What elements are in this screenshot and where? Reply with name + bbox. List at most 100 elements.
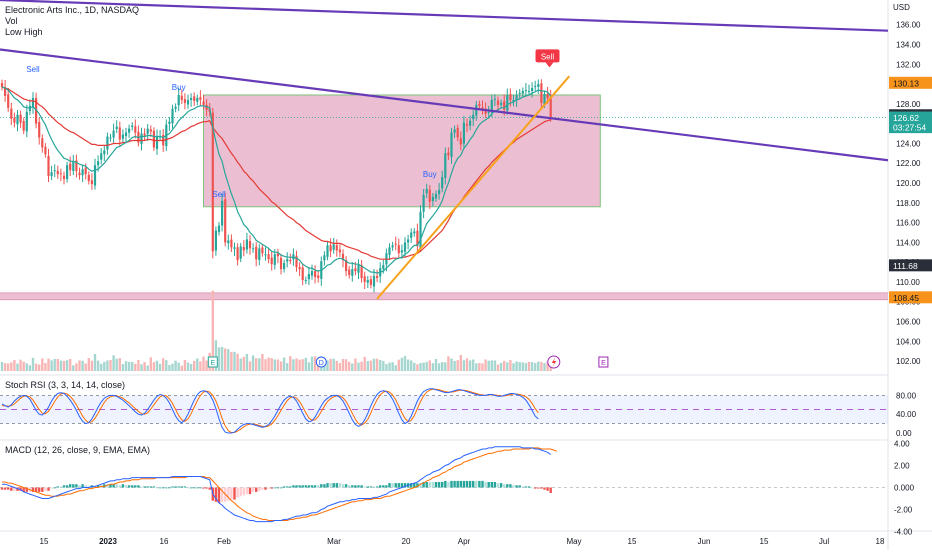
- candle-body: [543, 93, 546, 105]
- candle-body: [112, 130, 115, 138]
- macd-histogram-bar: [499, 483, 503, 488]
- volume-bar: [487, 360, 490, 371]
- volume-bar: [87, 358, 90, 371]
- volume-bar: [354, 358, 357, 371]
- candle-body: [121, 134, 124, 139]
- volume-bar: [428, 360, 431, 371]
- macd-histogram-bar: [506, 484, 509, 488]
- candle-body: [332, 244, 335, 250]
- time-tick-label: 20: [402, 537, 411, 546]
- candle-body: [10, 108, 13, 119]
- volume-bar: [180, 365, 183, 371]
- candle-body: [248, 241, 252, 249]
- time-tick-label: Mar: [327, 537, 341, 546]
- candle-body: [196, 97, 199, 102]
- volume-bar: [211, 290, 214, 371]
- volume-bar: [81, 360, 84, 371]
- macd-histogram-bar: [50, 487, 53, 489]
- volume-bar: [205, 360, 208, 371]
- candle-body: [369, 279, 372, 285]
- volume-bar: [109, 359, 112, 371]
- time-tick-label: 15: [40, 537, 49, 546]
- volume-bar: [509, 359, 512, 371]
- volume-bar: [115, 358, 118, 371]
- volume-bar: [475, 363, 478, 371]
- volume-bar: [413, 362, 416, 371]
- time-tick-label: 16: [160, 537, 169, 546]
- candle-body: [441, 177, 444, 189]
- candle-body: [35, 97, 38, 124]
- price-tag-label: 03:27:54: [893, 123, 926, 133]
- candle-body: [549, 96, 552, 118]
- candle-body: [0, 83, 4, 88]
- macd-histogram-bar: [375, 486, 379, 488]
- volume-bar: [416, 364, 419, 371]
- price-tag: [889, 291, 932, 304]
- symbol-title[interactable]: Electronic Arts Inc., 1D, NASDAQ: [5, 5, 140, 15]
- volume-bar: [292, 359, 295, 371]
- candle-body: [304, 279, 307, 281]
- macd-histogram-bar: [41, 487, 44, 492]
- volume-bar: [530, 362, 534, 371]
- volume-bar: [171, 363, 174, 371]
- volume-bar: [69, 359, 72, 371]
- macd-histogram-bar: [453, 480, 456, 488]
- price-tick-label: 120.00: [896, 179, 921, 188]
- macd-histogram-bar: [239, 487, 242, 497]
- volume-bar: [273, 359, 276, 371]
- volume-bar: [248, 361, 252, 371]
- volume-bar: [236, 353, 239, 371]
- macd-histogram-bar: [385, 485, 388, 488]
- volume-bar: [16, 363, 19, 371]
- volume-bar: [245, 353, 249, 371]
- volume-bar: [261, 353, 264, 371]
- price-tick-label: 128.00: [896, 100, 921, 109]
- candle-body: [177, 94, 180, 106]
- candle-body: [22, 121, 25, 131]
- volume-bar: [38, 364, 41, 371]
- macd-histogram-bar: [323, 484, 326, 488]
- macd-histogram-bar: [521, 486, 524, 488]
- macd-histogram-bar: [81, 484, 84, 488]
- volume-bar: [540, 361, 543, 371]
- volume-bar: [465, 358, 469, 371]
- volume-bar: [224, 348, 227, 371]
- volume-bar: [400, 357, 404, 371]
- macd-histogram-bar: [434, 482, 438, 488]
- candle-body: [438, 189, 441, 194]
- candle-body: [221, 200, 224, 226]
- macd-histogram-bar: [245, 487, 249, 495]
- macd-tick-label: -2.00: [894, 506, 913, 515]
- candle-body: [62, 175, 66, 180]
- candle-body: [456, 128, 459, 138]
- time-tick-label: Jul: [819, 537, 829, 546]
- upper-trendline: [0, 0, 889, 32]
- macd-line: [2, 446, 551, 523]
- candle-body: [224, 199, 227, 243]
- volume-bar: [360, 361, 363, 371]
- volume-bar: [143, 362, 146, 371]
- time-tick-label: 18: [876, 537, 885, 546]
- volume-bar: [332, 358, 335, 371]
- candle-body: [31, 97, 35, 108]
- volume-bar: [276, 359, 280, 371]
- price-tag: [889, 76, 932, 89]
- volume-bar: [388, 362, 391, 371]
- macd-histogram-bar: [490, 482, 493, 488]
- candle-body: [540, 83, 543, 103]
- macd-histogram-bar: [301, 485, 304, 488]
- volume-bar: [230, 352, 233, 371]
- macd-histogram-bar: [286, 486, 289, 488]
- candle-body: [69, 163, 72, 171]
- candle-body: [376, 276, 379, 279]
- macd-histogram-bar: [273, 487, 276, 489]
- volume-bar: [534, 363, 537, 371]
- candle-body: [186, 99, 190, 105]
- macd-histogram-bar: [503, 484, 506, 488]
- candle-body: [267, 254, 270, 260]
- support-trendline: [376, 75, 571, 300]
- macd-histogram-bar: [493, 482, 497, 488]
- candle-body: [103, 150, 106, 155]
